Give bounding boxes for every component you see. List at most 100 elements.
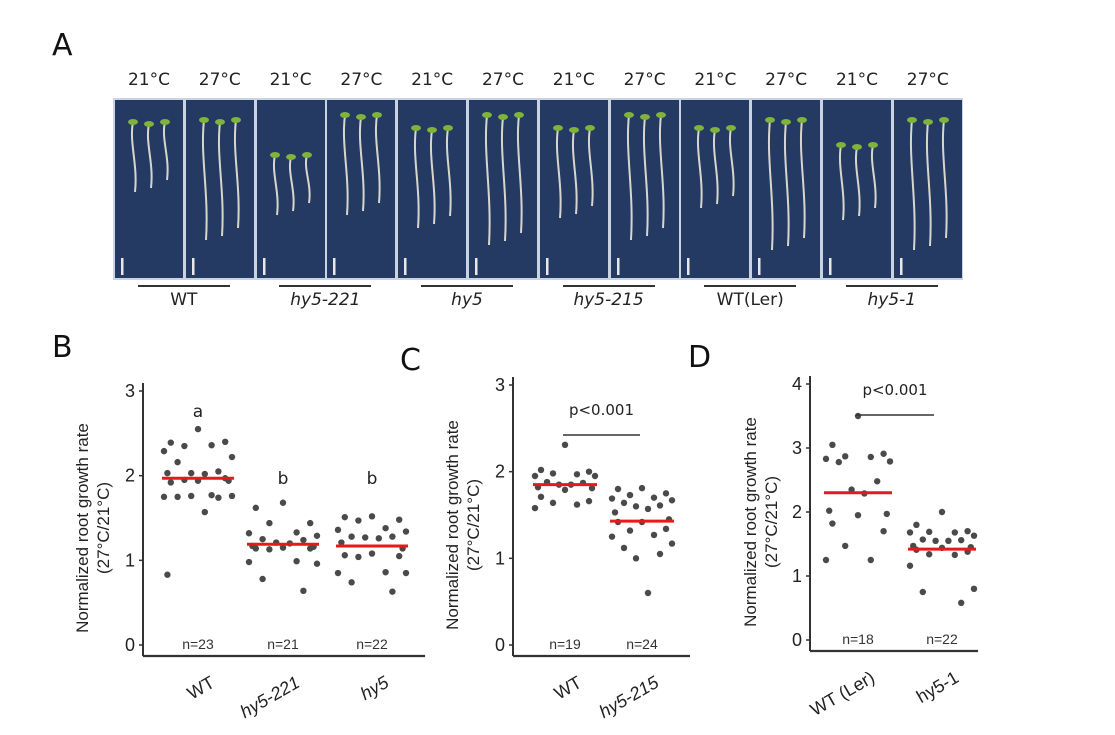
data-point (362, 534, 369, 541)
data-point (826, 507, 833, 514)
data-point (848, 486, 855, 493)
seedling-root (446, 127, 452, 217)
sample-size-label: n=24 (626, 636, 658, 652)
seedling-root (658, 114, 665, 229)
data-point (402, 528, 410, 535)
data-point (300, 587, 307, 595)
scale-bar (687, 258, 690, 275)
temperature-label: 27°C (198, 70, 241, 90)
y-axis-label-units: (27°C/21°C) (762, 476, 781, 568)
data-point (958, 536, 965, 544)
seedling-root (838, 144, 845, 221)
data-point (822, 556, 830, 564)
data-point (644, 505, 652, 513)
seedling-cotyledon (852, 144, 862, 150)
seedling-root (784, 121, 790, 247)
data-point (531, 504, 539, 512)
data-point (842, 453, 849, 460)
y-tick-label: 3 (792, 438, 802, 458)
scale-bar (262, 258, 266, 275)
temperature-label: 27°C (765, 70, 808, 90)
seedling-root (375, 114, 381, 204)
data-point (913, 521, 920, 528)
data-point (867, 556, 874, 564)
seedling-cotyledon (726, 125, 737, 131)
genotype-underline (421, 285, 513, 287)
seedling-cotyledon (514, 112, 524, 118)
data-point (650, 494, 658, 501)
data-point (668, 497, 676, 504)
seedling-cotyledon (938, 117, 949, 123)
seedling-cotyledon (906, 117, 917, 123)
data-point (632, 555, 640, 562)
sample-size-label: n=19 (549, 636, 581, 652)
seedling-cotyledon (623, 112, 634, 118)
scale-bar (758, 258, 761, 275)
data-point (668, 540, 676, 547)
scale-bar (191, 258, 195, 275)
panel-d-letter: D (688, 340, 712, 375)
data-point (228, 492, 236, 500)
data-point (167, 479, 174, 486)
scale-bar (829, 258, 832, 275)
data-point (938, 508, 946, 516)
seedling-cotyledon (356, 114, 367, 120)
y-axis-label: Normalized root growth rate (741, 417, 760, 627)
genotype-label: WT (170, 290, 198, 310)
temperature-label: 21°C (127, 70, 170, 90)
y-tick-label: 0 (495, 635, 505, 655)
seedling-root (516, 114, 523, 234)
seedling-photo (539, 100, 608, 278)
data-point (585, 497, 593, 505)
seedling-root (626, 114, 633, 241)
data-point (632, 503, 640, 510)
seedling-cotyledon (584, 125, 595, 131)
genotype-underline (845, 285, 938, 287)
genotype-underline (279, 285, 372, 287)
genotype-label: hy5 (451, 290, 483, 310)
data-point (561, 486, 569, 494)
data-point (932, 537, 939, 544)
data-point (842, 542, 849, 550)
seedling-photo (823, 100, 891, 278)
data-point (880, 528, 887, 535)
scale-bar (899, 258, 903, 275)
seedling-root (768, 119, 774, 251)
temperature-label: 21°C (411, 70, 454, 90)
seedling-root (163, 121, 169, 181)
data-point (252, 545, 259, 552)
data-point (201, 508, 208, 516)
y-tick-label: 3 (495, 375, 505, 395)
seedling-cotyledon (868, 142, 878, 148)
data-point (396, 552, 403, 560)
y-tick-label: 2 (125, 466, 135, 486)
seedling-root (130, 121, 137, 193)
data-point (970, 532, 978, 539)
seedling-photo (752, 100, 821, 278)
category-label: hy5-221 (237, 672, 303, 722)
seedling-root (697, 127, 703, 209)
sample-size-label: n=21 (267, 636, 299, 652)
data-point (620, 544, 628, 552)
seedling-cotyledon (552, 125, 563, 131)
data-point (313, 560, 321, 567)
data-point (313, 532, 321, 539)
seedling-root (800, 119, 806, 239)
data-point (662, 490, 670, 497)
data-point (341, 552, 348, 559)
panel-a-letter: A (52, 28, 73, 63)
seedling-root (941, 119, 948, 239)
data-point (293, 557, 300, 565)
data-point (375, 535, 382, 542)
data-point (252, 504, 259, 512)
panel-b-letter: B (52, 330, 73, 365)
scale-bar (475, 258, 478, 275)
y-axis-label-units: (27°C/21°C) (464, 479, 483, 571)
sample-size-label: n=22 (356, 636, 388, 652)
data-point (906, 529, 914, 536)
data-point (228, 453, 236, 461)
data-point (181, 442, 188, 450)
data-point (883, 510, 890, 518)
scale-bar (545, 258, 549, 275)
